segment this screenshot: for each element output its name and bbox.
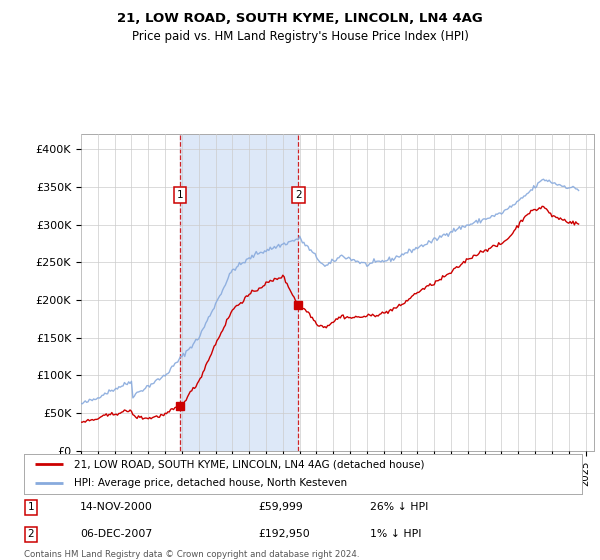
Text: Contains HM Land Registry data © Crown copyright and database right 2024.
This d: Contains HM Land Registry data © Crown c… [24,550,359,560]
Text: 2: 2 [28,529,34,539]
Text: 06-DEC-2007: 06-DEC-2007 [80,529,152,539]
Text: 1: 1 [176,190,183,200]
Text: Price paid vs. HM Land Registry's House Price Index (HPI): Price paid vs. HM Land Registry's House … [131,30,469,43]
Text: 1% ↓ HPI: 1% ↓ HPI [370,529,421,539]
Text: 21, LOW ROAD, SOUTH KYME, LINCOLN, LN4 4AG (detached house): 21, LOW ROAD, SOUTH KYME, LINCOLN, LN4 4… [74,460,425,469]
Text: 21, LOW ROAD, SOUTH KYME, LINCOLN, LN4 4AG: 21, LOW ROAD, SOUTH KYME, LINCOLN, LN4 4… [117,12,483,25]
Text: HPI: Average price, detached house, North Kesteven: HPI: Average price, detached house, Nort… [74,478,347,488]
Text: £59,999: £59,999 [259,502,303,512]
Text: 26% ↓ HPI: 26% ↓ HPI [370,502,428,512]
Text: 1: 1 [28,502,34,512]
Text: 14-NOV-2000: 14-NOV-2000 [80,502,152,512]
Bar [180,134,298,451]
Text: £192,950: £192,950 [259,529,310,539]
Text: 2: 2 [295,190,302,200]
